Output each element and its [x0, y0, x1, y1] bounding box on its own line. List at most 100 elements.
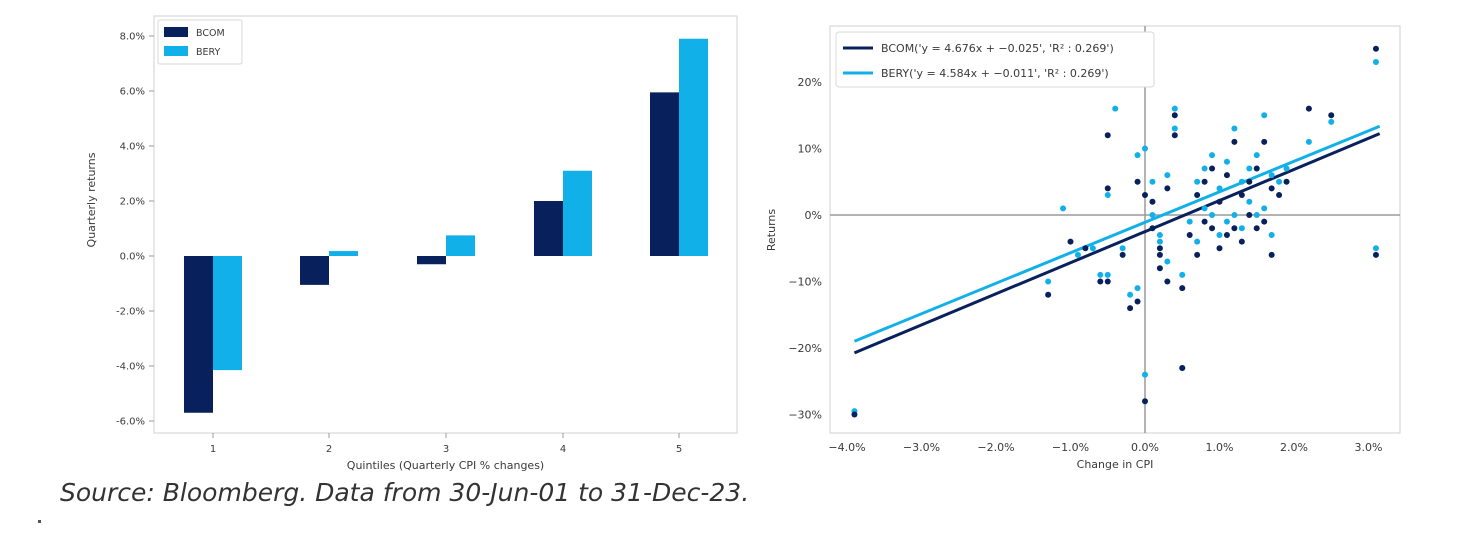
scatter-point-bcom — [1134, 298, 1141, 305]
scatter-point-bery — [1149, 178, 1156, 185]
scatter-point-bcom — [1082, 245, 1089, 252]
scatter-point-bery — [1246, 165, 1253, 172]
scatter-point-bcom — [1149, 225, 1156, 232]
scatter-point-bcom — [1231, 225, 1238, 232]
bar-bery-q2 — [329, 251, 358, 256]
scatter-point-bery — [1171, 125, 1178, 132]
scatter-point-bcom — [1104, 278, 1111, 285]
scatter-point-bery — [1134, 152, 1141, 159]
bar-bery-q1 — [213, 256, 242, 371]
scatter-x-tick-label: −1.0% — [1052, 441, 1089, 454]
scatter-point-bcom — [1171, 132, 1178, 139]
scatter-point-bery — [1127, 291, 1134, 298]
bar-bcom-q1 — [184, 256, 213, 413]
scatter-point-bery — [1156, 238, 1163, 245]
scatter-point-bery — [1194, 238, 1201, 245]
bar-y-tick-label: 2.0% — [120, 197, 145, 208]
scatter-legend-label-bcom: BCOM('y = 4.676x + −0.025', 'R² : 0.269'… — [881, 42, 1114, 55]
scatter-point-bery — [1283, 165, 1290, 172]
scatter-point-bcom — [1328, 112, 1335, 119]
scatter-point-bcom — [1179, 364, 1186, 371]
scatter-point-bery — [1231, 125, 1238, 132]
scatter-point-bery — [1119, 245, 1126, 252]
scatter-point-bcom — [1283, 178, 1290, 185]
bar-legend-swatch-bcom — [164, 27, 188, 37]
scatter-point-bery — [1209, 152, 1216, 159]
scatter-point-bery — [1223, 218, 1230, 225]
bar-y-tick-label: -2.0% — [116, 307, 145, 318]
scatter-point-bery — [1372, 59, 1379, 66]
scatter-point-bery — [1201, 165, 1208, 172]
scatter-x-tick-label: −4.0% — [828, 441, 865, 454]
scatter-point-bery — [1276, 178, 1283, 185]
scatter-point-bcom — [1067, 238, 1074, 245]
scatter-legend-box — [835, 31, 1155, 88]
scatter-point-bery — [1231, 212, 1238, 218]
scatter-point-bcom — [1231, 138, 1238, 145]
scatter-point-bery — [1261, 205, 1268, 212]
scatter-point-bery — [1216, 185, 1223, 192]
bar-x-tick-label: 4 — [560, 444, 566, 455]
scatter-point-bcom — [851, 411, 858, 418]
scatter-point-bcom — [1201, 218, 1208, 225]
scatter-point-bcom — [1194, 192, 1201, 199]
scatter-plot-frame — [829, 25, 1401, 434]
bar-legend-label-bcom: BCOM — [196, 28, 225, 39]
corner-mark — [38, 520, 41, 523]
bar-x-axis-label: Quintiles (Quarterly CPI % changes) — [347, 459, 544, 472]
scatter-point-bcom — [1253, 165, 1260, 172]
scatter-point-bery — [1045, 278, 1052, 285]
bar-y-tick-label: -4.0% — [116, 362, 145, 373]
bar-x-tick-label: 1 — [210, 444, 216, 455]
bar-y-tick-label: 8.0% — [120, 32, 145, 43]
scatter-point-bcom — [1238, 238, 1245, 245]
bar-y-axis-label: Quarterly returns — [85, 152, 98, 247]
scatter-y-tick-label: 0% — [805, 209, 822, 222]
scatter-point-bery — [1097, 271, 1104, 278]
scatter-point-bery — [1060, 205, 1067, 212]
bar-bcom-q5 — [650, 92, 679, 256]
scatter-point-bcom — [1142, 192, 1148, 199]
scatter-point-bery — [1246, 198, 1253, 205]
scatter-point-bery — [1253, 212, 1260, 218]
scatter-point-bcom — [1127, 305, 1134, 312]
scatter-x-tick-label: −2.0% — [977, 441, 1014, 454]
bar-bery-q5 — [679, 38, 708, 256]
scatter-point-bery — [1142, 371, 1148, 378]
regression-line-bcom — [853, 132, 1381, 355]
scatter-point-bery — [1112, 105, 1119, 112]
scatter-point-bery — [1104, 271, 1111, 278]
bar-x-tick-label: 5 — [676, 444, 682, 455]
scatter-point-bcom — [1268, 185, 1275, 192]
scatter-y-tick-label: −30% — [788, 409, 822, 422]
bar-bcom-q3 — [417, 256, 446, 265]
scatter-point-bery — [1171, 105, 1178, 112]
scatter-point-bcom — [1119, 251, 1126, 258]
scatter-point-bery — [1164, 172, 1171, 179]
scatter-point-bcom — [1216, 198, 1223, 205]
scatter-point-bery — [1261, 112, 1268, 119]
scatter-legend-label-bery: BERY('y = 4.584x + −0.011', 'R² : 0.269'… — [881, 67, 1109, 80]
scatter-y-tick-label: 10% — [798, 143, 822, 156]
scatter-point-bery — [1104, 192, 1111, 199]
scatter-point-bery — [1372, 245, 1379, 252]
scatter-point-bcom — [1179, 285, 1186, 292]
scatter-point-bery — [1142, 145, 1148, 152]
source-note: Source: Bloomberg. Data from 30-Jun-01 t… — [60, 478, 750, 507]
scatter-point-bery — [1194, 178, 1201, 185]
scatter-point-bery — [1149, 212, 1156, 218]
scatter-point-bery — [1328, 118, 1335, 125]
bar-x-tick-label: 2 — [326, 444, 332, 455]
scatter-point-bcom — [1216, 245, 1223, 252]
scatter-point-bcom — [1134, 178, 1141, 185]
scatter-point-bcom — [1164, 185, 1171, 192]
scatter-point-bcom — [1156, 265, 1163, 272]
scatter-x-tick-label: 0.0% — [1131, 441, 1159, 454]
bar-plot-frame — [153, 15, 738, 434]
scatter-point-bery — [1156, 231, 1163, 238]
scatter-x-tick-label: −3.0% — [903, 441, 940, 454]
scatter-point-bcom — [1104, 132, 1111, 139]
scatter-x-tick-label: 1.0% — [1206, 441, 1234, 454]
